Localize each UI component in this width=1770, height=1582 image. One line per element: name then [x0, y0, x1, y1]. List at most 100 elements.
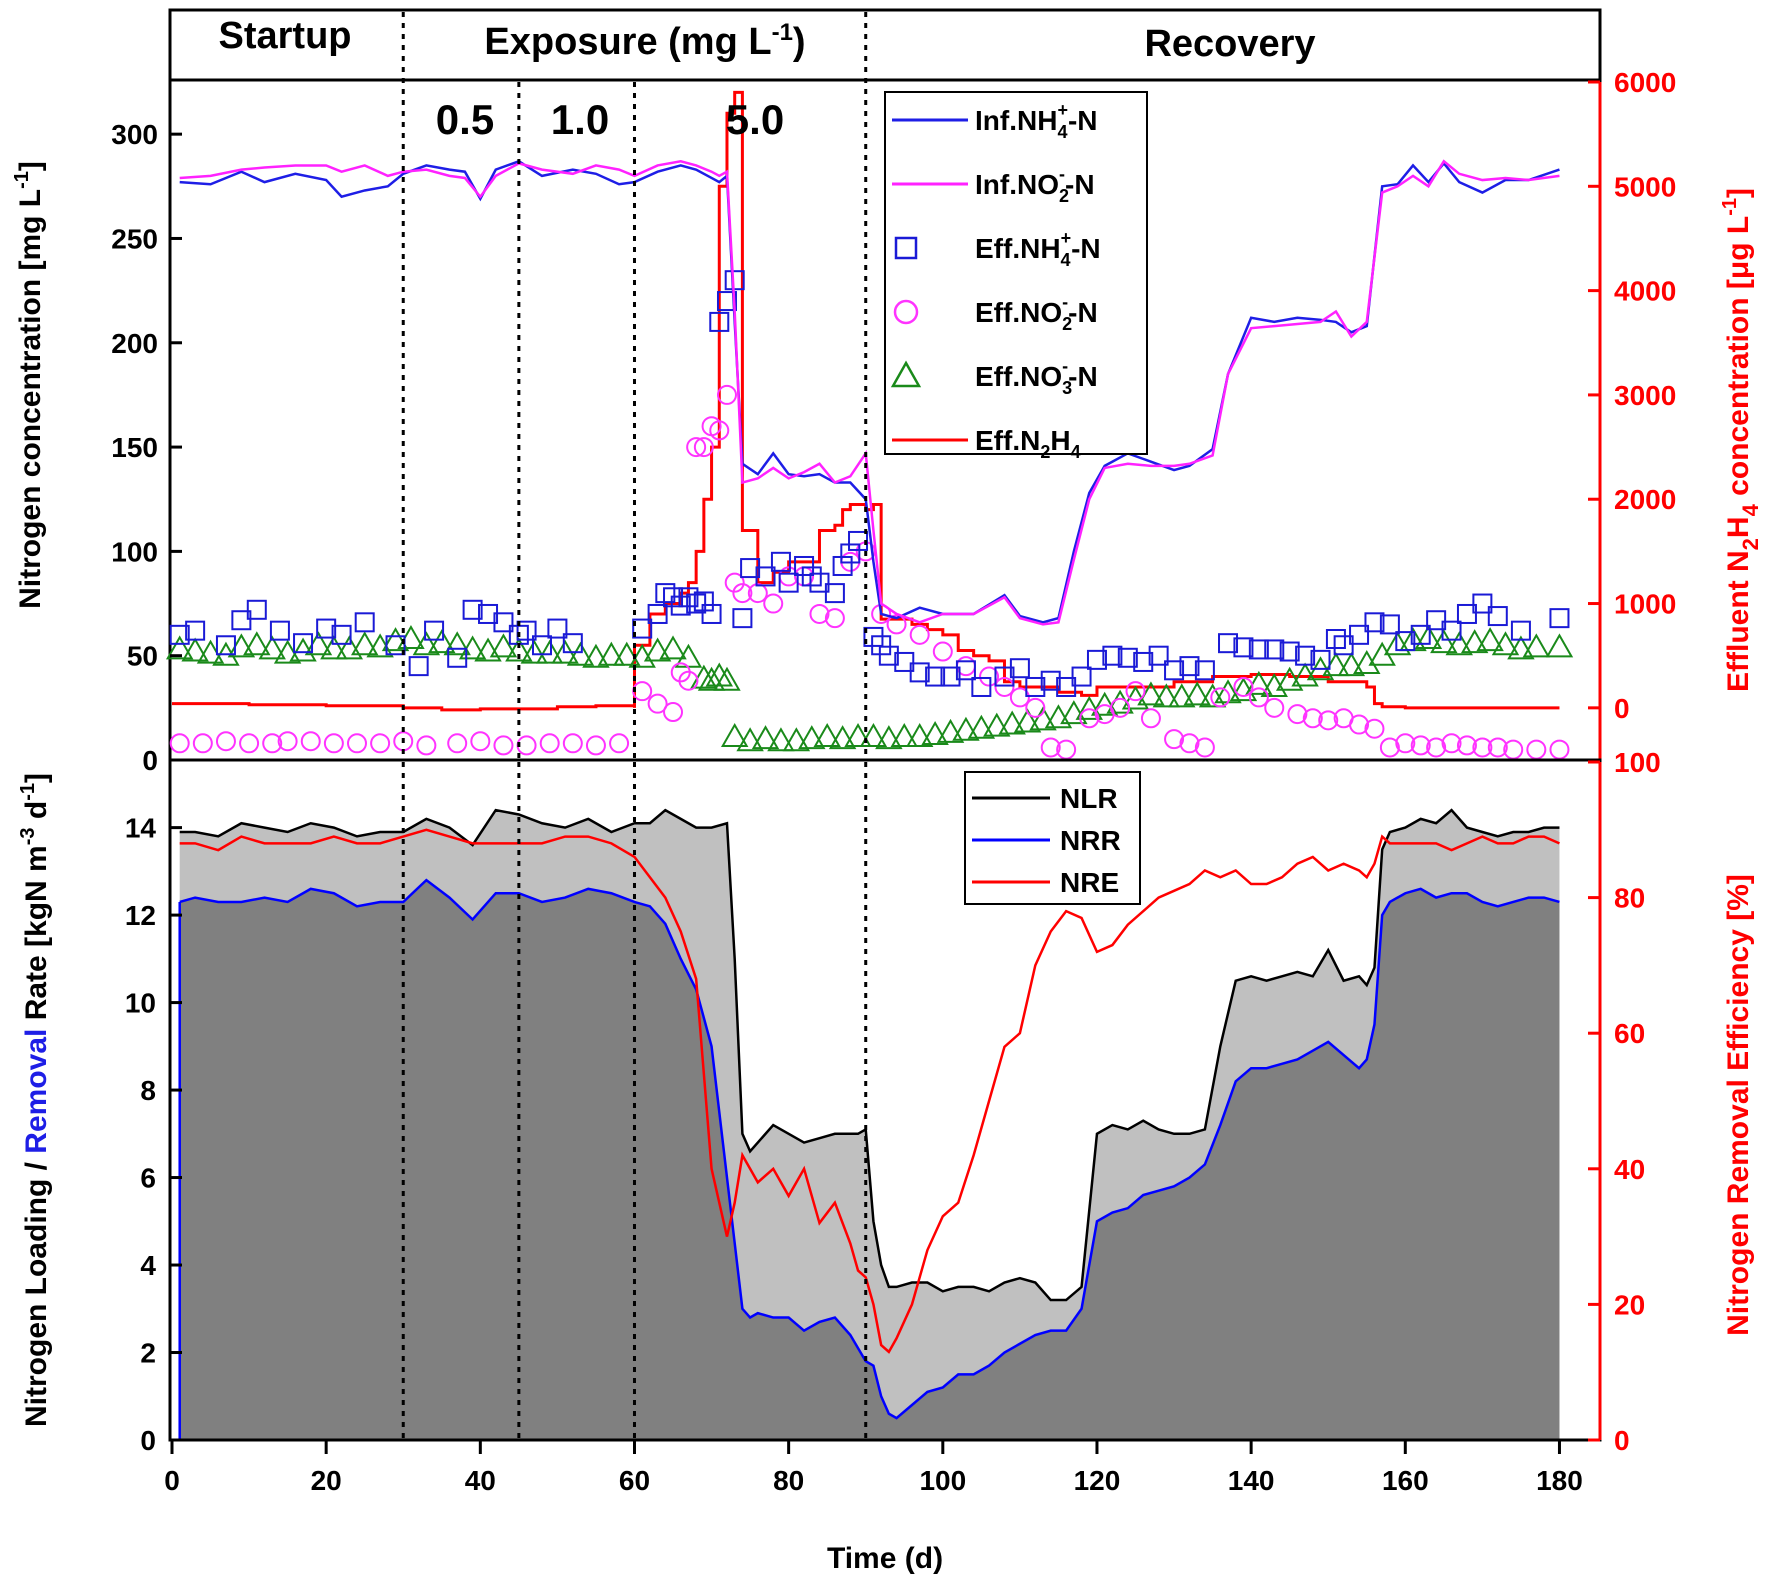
eff-nh4-point: [1040, 670, 1061, 691]
eff-no3-point: [1029, 706, 1057, 731]
top-right-tick-label: 6000: [1614, 67, 1676, 98]
legend-label: NRE: [1060, 867, 1119, 898]
eff-no2-point: [609, 733, 630, 754]
top-right-axis-title: Effluent N2H4 concentration [μg L-1]: [1719, 188, 1763, 692]
eff-nh4-point: [1248, 639, 1269, 660]
eff-no2-point: [678, 670, 699, 691]
eff-no2-point: [1125, 681, 1146, 702]
eff-nh4-point: [894, 651, 915, 672]
eff-nh4-point: [1056, 676, 1077, 697]
eff-nh4-point: [1456, 603, 1477, 624]
top-left-tick-label: 0: [142, 745, 158, 776]
eff-no2-point: [1079, 708, 1100, 729]
bottom-right-tick-label: 0: [1614, 1425, 1630, 1456]
eff-no2-point: [1549, 739, 1570, 760]
eff-no2-point: [716, 384, 737, 405]
eff-no3-point: [998, 710, 1026, 735]
eff-nh4-point: [770, 551, 791, 572]
eff-nh4-point: [331, 624, 352, 645]
eff-nh4-point: [686, 593, 707, 614]
bottom-left-tick-label: 0: [140, 1425, 156, 1456]
eff-no3-point: [782, 727, 811, 752]
eff-nh4-point: [1379, 614, 1400, 635]
eff-no3-point: [1430, 629, 1458, 654]
eff-no2-point: [1379, 737, 1400, 758]
eff-no2-point: [663, 702, 684, 723]
eff-nh4-point: [1009, 658, 1030, 679]
eff-no2-point: [169, 733, 190, 754]
eff-no3-point: [875, 725, 903, 750]
eff-no2-point: [470, 731, 491, 752]
top-left-tick-label: 150: [111, 432, 158, 463]
eff-nh4-point: [732, 608, 753, 629]
eff-nh4-point: [169, 624, 190, 645]
eff-nh4-point: [794, 555, 815, 576]
eff-no2-point: [1194, 737, 1215, 758]
eff-nh4-point: [1349, 624, 1370, 645]
eff-nh4-point: [909, 662, 930, 683]
eff-nh4-point: [801, 566, 822, 587]
eff-no3-point: [690, 664, 718, 689]
eff-nh4-point: [716, 291, 737, 312]
bottom-left-tick-label: 2: [140, 1338, 156, 1369]
legend-label: Eff.NH4+-N: [975, 228, 1101, 270]
eff-no3-point: [1183, 681, 1211, 706]
top-right-tick-label: 4000: [1614, 276, 1676, 307]
x-tick-label: 180: [1536, 1465, 1583, 1496]
eff-no2-point: [192, 733, 213, 754]
eff-no3-point: [1353, 650, 1381, 675]
eff-no3-point: [983, 712, 1011, 737]
eff-no3-point: [381, 627, 410, 652]
eff-no2-point: [447, 733, 468, 754]
eff-no3-point: [813, 723, 841, 748]
eff-nh4-point: [1410, 624, 1431, 645]
eff-no2-point: [1264, 697, 1285, 718]
eff-nh4-point: [408, 656, 429, 677]
eff-no3-point: [582, 643, 610, 668]
eff-no2-point: [1487, 737, 1508, 758]
eff-nh4-point: [269, 620, 290, 641]
x-tick-label: 120: [1074, 1465, 1121, 1496]
eff-nh4-point: [185, 620, 206, 641]
eff-no3-point: [705, 662, 733, 687]
eff-nh4-point: [354, 612, 375, 633]
eff-no2-point: [886, 614, 907, 635]
eff-no3-point: [890, 723, 918, 748]
eff-no3-point: [181, 637, 209, 662]
eff-no3-point: [412, 631, 441, 656]
eff-nh4-point: [246, 599, 267, 620]
eff-no3-point: [1337, 652, 1366, 677]
eff-no3-point: [659, 635, 687, 660]
bottom-right-tick-label: 100: [1614, 747, 1661, 778]
top-right-tick-label: 0: [1614, 693, 1630, 724]
eff-no2-point: [239, 733, 260, 754]
eff-no3-point: [1152, 683, 1181, 708]
eff-no2-point: [1164, 729, 1185, 750]
eff-no3-point: [520, 639, 549, 664]
eff-nh4-point: [1441, 620, 1462, 641]
x-tick-label: 60: [619, 1465, 650, 1496]
eff-no2-point: [562, 733, 583, 754]
phase-label-exposure: Exposure (mg L-1): [484, 19, 805, 63]
eff-nh4-point: [955, 660, 976, 681]
eff-no2-point: [1456, 735, 1477, 756]
eff-no2-point: [909, 624, 930, 645]
eff-no2-point: [932, 641, 953, 662]
eff-no2-point: [686, 437, 707, 458]
bottom-plot-area: [178, 808, 1560, 1440]
eff-no2-point: [979, 666, 1000, 687]
eff-no2-point: [1233, 676, 1254, 697]
eff-no3-point: [1168, 683, 1196, 708]
bottom-left-tick-label: 12: [125, 900, 156, 931]
eff-no2-point: [1110, 697, 1131, 718]
eff-nh4-point: [562, 633, 583, 654]
eff-nh4-point: [516, 620, 537, 641]
bottom-right-tick-label: 80: [1614, 883, 1645, 914]
eff-no3-point: [350, 631, 379, 656]
eff-nh4-point: [531, 635, 552, 656]
eff-no3-point: [243, 631, 271, 656]
eff-no3-point: [828, 725, 857, 750]
eff-nh4-point: [1264, 639, 1285, 660]
top-left-tick-label: 100: [111, 536, 158, 567]
